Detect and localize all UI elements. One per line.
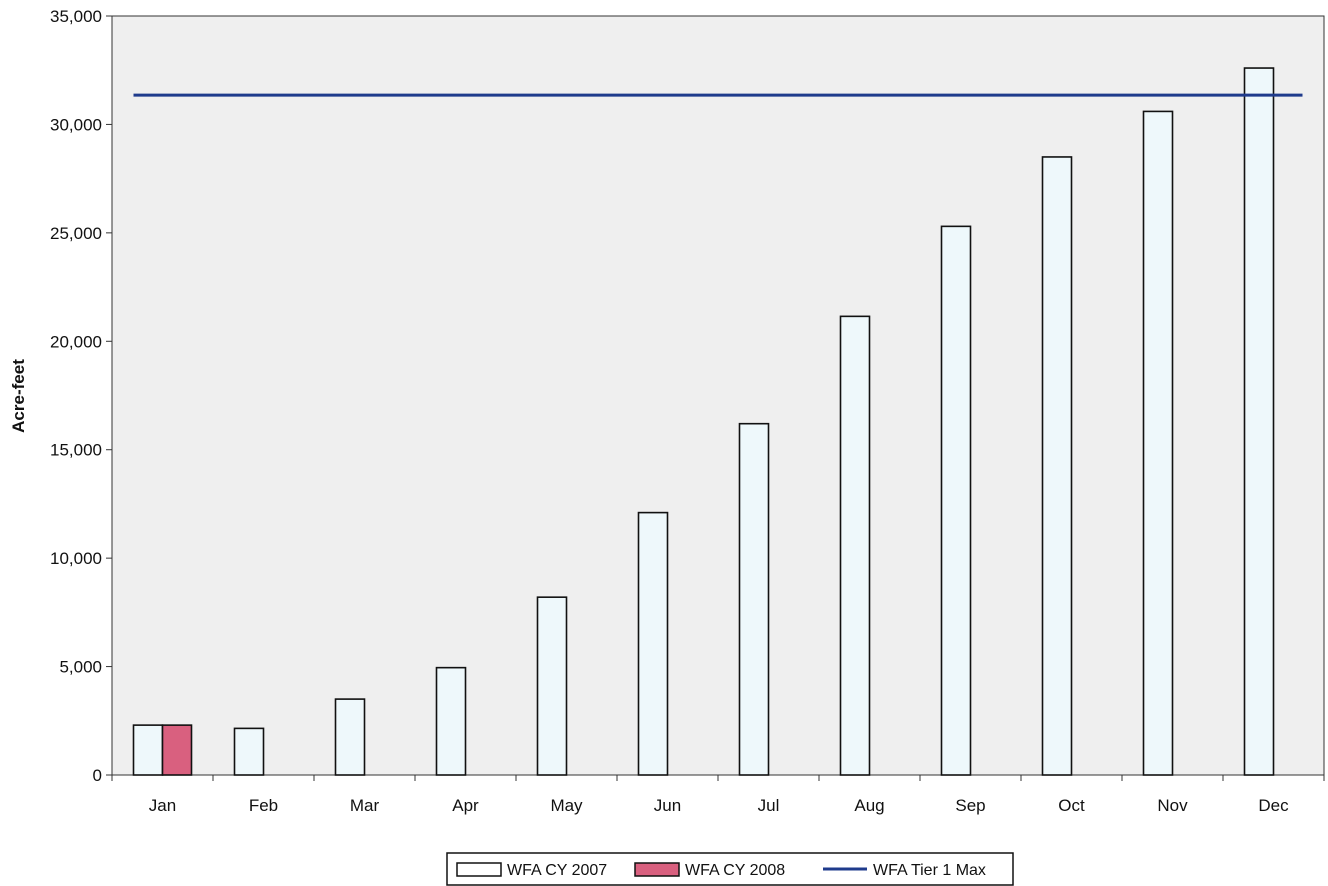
y-axis: 0 5,000 10,000 15,000 20,000 25,000 30,000 35,0… bbox=[50, 7, 112, 785]
bar bbox=[435, 666, 467, 776]
x-tick-label: Sep bbox=[955, 796, 985, 815]
bar bbox=[637, 511, 669, 776]
y-tick-label: 10,000 bbox=[50, 549, 102, 568]
x-tick-label: Mar bbox=[350, 796, 380, 815]
x-tick-label: Jun bbox=[654, 796, 681, 815]
bar bbox=[334, 698, 366, 776]
bar bbox=[233, 727, 265, 776]
x-tick-label: Dec bbox=[1258, 796, 1289, 815]
x-tick-label: May bbox=[550, 796, 583, 815]
legend-label: WFA Tier 1 Max bbox=[873, 862, 986, 879]
x-tick-label: Feb bbox=[249, 796, 278, 815]
legend-label: WFA CY 2008 bbox=[685, 862, 785, 879]
y-tick-label: 35,000 bbox=[50, 7, 102, 26]
bar bbox=[132, 724, 164, 776]
bar bbox=[1041, 156, 1073, 776]
bar bbox=[839, 315, 871, 776]
y-tick-label: 15,000 bbox=[50, 441, 102, 460]
x-tick-label: Jan bbox=[149, 796, 176, 815]
y-tick-label: 0 bbox=[93, 766, 102, 785]
bar bbox=[1243, 67, 1275, 776]
legend-box bbox=[446, 852, 1014, 886]
x-tick-label: Jul bbox=[758, 796, 780, 815]
bar bbox=[161, 724, 193, 776]
x-tick-label: Nov bbox=[1157, 796, 1188, 815]
y-tick-label: 25,000 bbox=[50, 224, 102, 243]
y-axis-title: Acre-feet bbox=[9, 359, 28, 433]
bar bbox=[738, 422, 770, 776]
x-axis: Jan Feb Mar Apr May Jun Jul Aug Sep Oct Nov Dec bbox=[111, 775, 1325, 815]
legend-swatch bbox=[456, 862, 502, 877]
y-tick-label: 5,000 bbox=[59, 658, 102, 677]
x-tick-label: Oct bbox=[1058, 796, 1085, 815]
bar bbox=[536, 596, 568, 776]
x-tick-label: Apr bbox=[452, 796, 479, 815]
y-tick-label: 30,000 bbox=[50, 115, 102, 134]
plot-area bbox=[111, 15, 1325, 776]
legend: WFA CY 2007 WFA CY 2008 WFA Tier 1 Max bbox=[446, 852, 1014, 886]
bar bbox=[1142, 110, 1174, 776]
bar bbox=[940, 225, 972, 776]
y-tick-label: 20,000 bbox=[50, 332, 102, 351]
legend-swatch bbox=[634, 862, 680, 877]
legend-label: WFA CY 2007 bbox=[507, 862, 607, 879]
bars bbox=[132, 67, 1275, 776]
x-tick-label: Aug bbox=[854, 796, 884, 815]
